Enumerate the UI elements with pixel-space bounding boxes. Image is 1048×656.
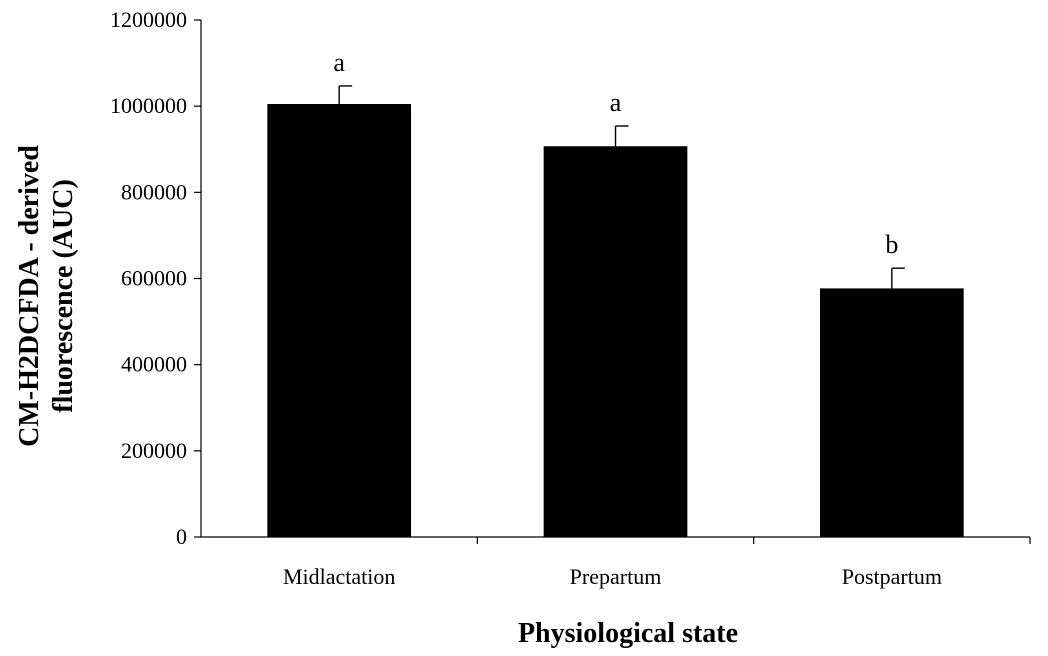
y-axis-title-line-2: fluorescence (AUC) bbox=[48, 179, 79, 413]
y-tick-label: 1200000 bbox=[110, 7, 187, 32]
bar bbox=[267, 104, 412, 537]
y-tick-label: 1000000 bbox=[110, 93, 187, 118]
significance-label: a bbox=[333, 48, 345, 77]
y-axis-title-line-1: CM-H2DCFDA - derived bbox=[14, 145, 45, 447]
y-axis-title: CM-H2DCFDA - derived fluorescence (AUC) bbox=[14, 145, 79, 447]
y-tick-label: 400000 bbox=[121, 352, 187, 377]
x-tick-label: Prepartum bbox=[570, 564, 662, 589]
y-tick-label: 200000 bbox=[121, 438, 187, 463]
bar bbox=[543, 146, 688, 537]
bar bbox=[819, 288, 964, 537]
y-tick-label: 600000 bbox=[121, 266, 187, 291]
x-axis-title: Physiological state bbox=[518, 618, 738, 649]
significance-label: b bbox=[885, 230, 898, 259]
significance-label: a bbox=[610, 88, 622, 117]
x-tick-label: Postpartum bbox=[842, 564, 942, 589]
y-tick-label: 800000 bbox=[121, 179, 187, 204]
y-tick-label: 0 bbox=[176, 524, 187, 549]
x-tick-label: Midlactation bbox=[283, 564, 395, 589]
plot-area: 0 200000 400000 600000 800000 1000000 1200000 a… bbox=[110, 7, 1031, 589]
